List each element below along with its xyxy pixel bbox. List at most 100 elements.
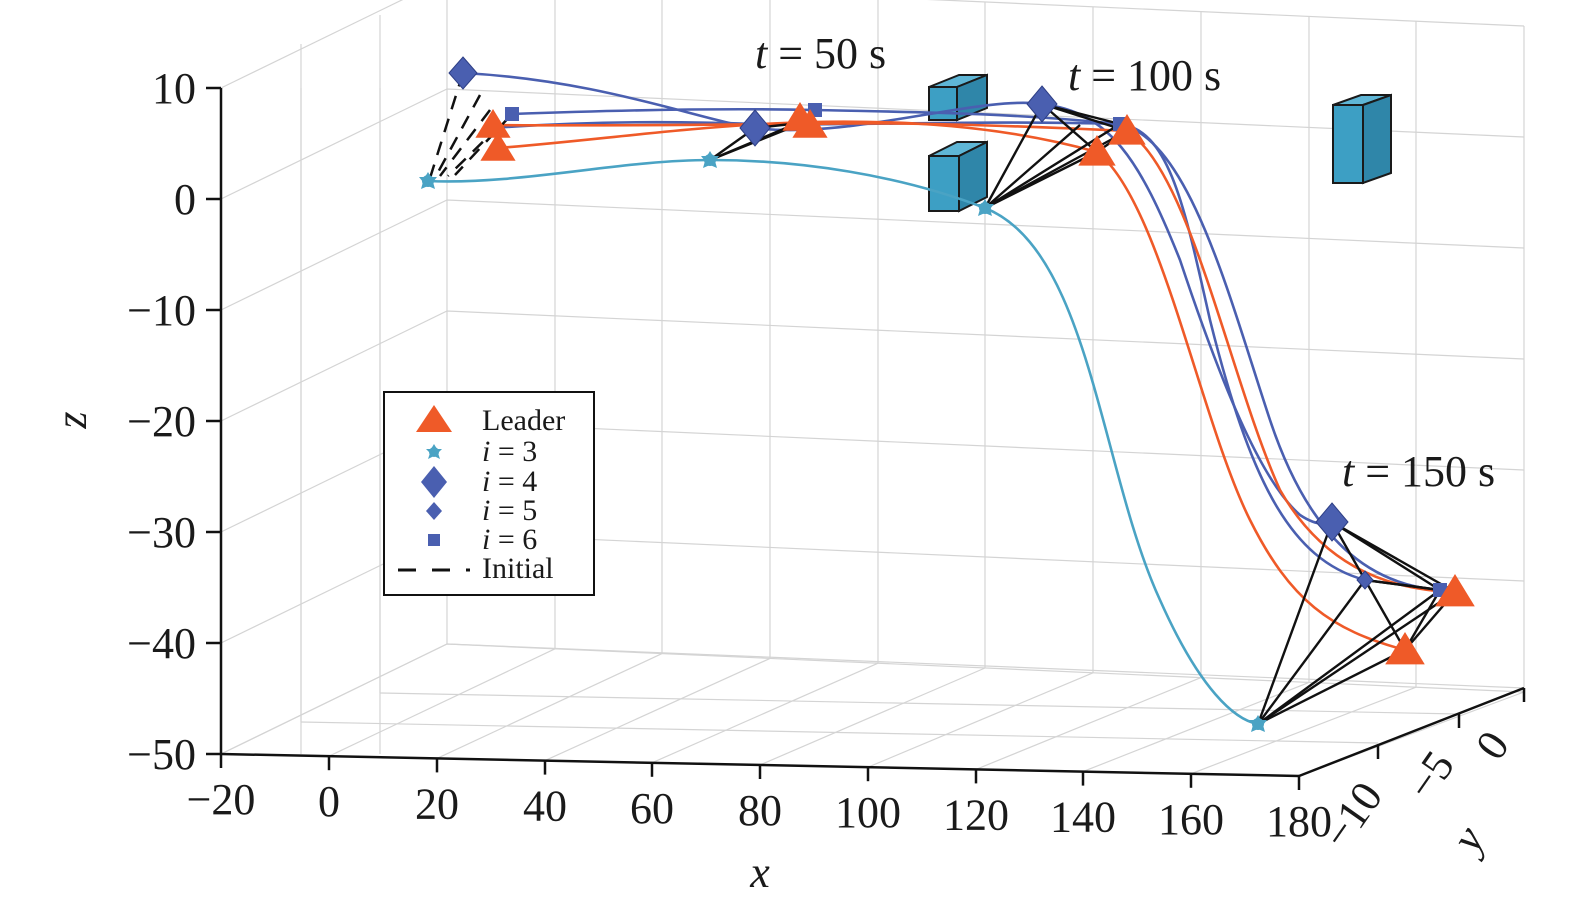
- legend-label-i6-var: i: [482, 523, 490, 556]
- legend-label-i4-var: i: [482, 465, 490, 498]
- annotation-t100-text: = 100 s: [1080, 51, 1221, 100]
- grid-line-x-floor: [436, 653, 663, 759]
- legend-box: [383, 391, 595, 596]
- legend-label-i3-var: i: [482, 435, 490, 468]
- data-layer: [419, 56, 1475, 732]
- grid-line-x-floor: [1082, 681, 1310, 773]
- z-tick-label: −30: [127, 508, 196, 557]
- grid-line-x-floor: [544, 657, 771, 762]
- legend-label-i5-text: = 5: [490, 494, 537, 527]
- obstacle-box-front: [928, 155, 960, 212]
- grid-layer: [220, 0, 1525, 777]
- legend-label-i5: i = 5: [482, 494, 537, 527]
- legend-label-i4: i = 4: [482, 465, 537, 498]
- initial-link: [454, 113, 513, 176]
- legend-label-i4-text: = 4: [490, 465, 537, 498]
- marker-leader: [1108, 114, 1146, 145]
- grid-line-x-floor: [651, 662, 879, 764]
- grid-line-y-floor: [300, 721, 1379, 744]
- grid-line-z: [220, 0, 1525, 89]
- annotation-t50: t = 50 s: [755, 29, 886, 78]
- legend-marker-i6: [428, 534, 440, 546]
- y-axis-line: [1298, 686, 1525, 778]
- grid-line-x-floor: [1190, 686, 1417, 775]
- marker-i3: [701, 151, 719, 168]
- marker-i4: [739, 109, 771, 147]
- annotation-t100-var: t: [1068, 51, 1082, 100]
- legend-label-i6-text: = 6: [490, 523, 537, 556]
- formation-link: [1041, 102, 1121, 126]
- legend-label-i3: i = 3: [482, 435, 537, 468]
- annotation-t50-var: t: [755, 29, 769, 78]
- formation-link: [1257, 648, 1406, 726]
- annotation-t50-text: = 50 s: [767, 29, 886, 78]
- x-tick-label: 60: [630, 784, 674, 833]
- marker-i4: [1315, 502, 1349, 542]
- x-axis-label: x: [749, 848, 770, 897]
- grid-line-x-floor: [328, 648, 556, 757]
- z-tick-label: −40: [127, 619, 196, 668]
- formation-link: [1041, 103, 1098, 153]
- annotation-t150-var: t: [1342, 447, 1356, 496]
- annotation-t150: t = 150 s: [1342, 447, 1495, 496]
- formation-link: [984, 122, 1121, 210]
- marker-i3-core: [422, 175, 434, 187]
- y-axis-label: y: [1440, 818, 1494, 863]
- marker-i3-core: [979, 202, 991, 214]
- obstacle-box-front: [1332, 104, 1364, 184]
- grid-line-x-floor: [220, 643, 448, 755]
- marker-i4: [448, 56, 478, 90]
- x-tick-label: 40: [523, 782, 567, 831]
- grid-line-z: [220, 643, 1525, 755]
- grid-line-z: [220, 199, 1525, 311]
- x-tick-label: 0: [318, 777, 340, 826]
- legend-label-leader: Leader: [482, 404, 565, 437]
- marker-leader: [1435, 574, 1475, 607]
- legend-label-initial: Initial: [482, 552, 554, 585]
- formation-link: [984, 124, 1081, 209]
- legend: Leader i = 3 i = 4 i = 5 i = 6 Initial: [383, 391, 595, 596]
- grid-line-x-floor: [975, 677, 1202, 770]
- initial-link: [434, 94, 482, 177]
- legend-marker-i4: [421, 466, 447, 498]
- marker-i3-core: [704, 154, 716, 166]
- formation-link: [1331, 520, 1441, 592]
- formation-link: [983, 103, 1044, 209]
- formation-link: [984, 129, 1128, 210]
- axes-layer: [206, 86, 1526, 790]
- marker-leader: [475, 109, 511, 138]
- formation-link: [1257, 579, 1366, 725]
- annotation-t150-text: = 150 s: [1354, 447, 1495, 496]
- x-tick-label: 140: [1050, 793, 1116, 842]
- formation-link: [1403, 589, 1442, 651]
- initial-link: [428, 72, 465, 179]
- y-tick-label: 0: [1466, 722, 1519, 768]
- annotation-t100: t = 100 s: [1068, 51, 1221, 100]
- formation-link: [1256, 521, 1334, 725]
- formation-link: [1257, 589, 1441, 725]
- marker-i5: [1356, 570, 1374, 590]
- obstacle-box-side: [1362, 93, 1392, 185]
- z-tick-label: −10: [127, 286, 196, 335]
- z-tick-label: 0: [174, 175, 196, 224]
- legend-label-i5-var: i: [482, 494, 490, 527]
- y-tick-label: −5: [1397, 742, 1464, 808]
- z-tick-label: −20: [127, 397, 196, 446]
- marker-leader: [1385, 632, 1425, 665]
- marker-leader: [480, 132, 516, 161]
- grid-line-z: [220, 88, 1525, 200]
- z-tick-label: −50: [127, 730, 196, 779]
- x-tick-label: 160: [1158, 795, 1224, 844]
- marker-i4: [1026, 85, 1058, 123]
- formation-link: [1364, 578, 1441, 592]
- x-tick-label: 80: [738, 786, 782, 835]
- x-tick-label: −20: [187, 775, 256, 824]
- grid-line-x-floor: [867, 672, 1094, 768]
- obstacle-box: [928, 140, 988, 213]
- formation-link: [1257, 591, 1456, 725]
- marker-i3-core: [1252, 718, 1264, 730]
- obstacle-box: [1332, 93, 1392, 185]
- marker-i3: [1249, 715, 1267, 732]
- marker-i6: [505, 107, 519, 121]
